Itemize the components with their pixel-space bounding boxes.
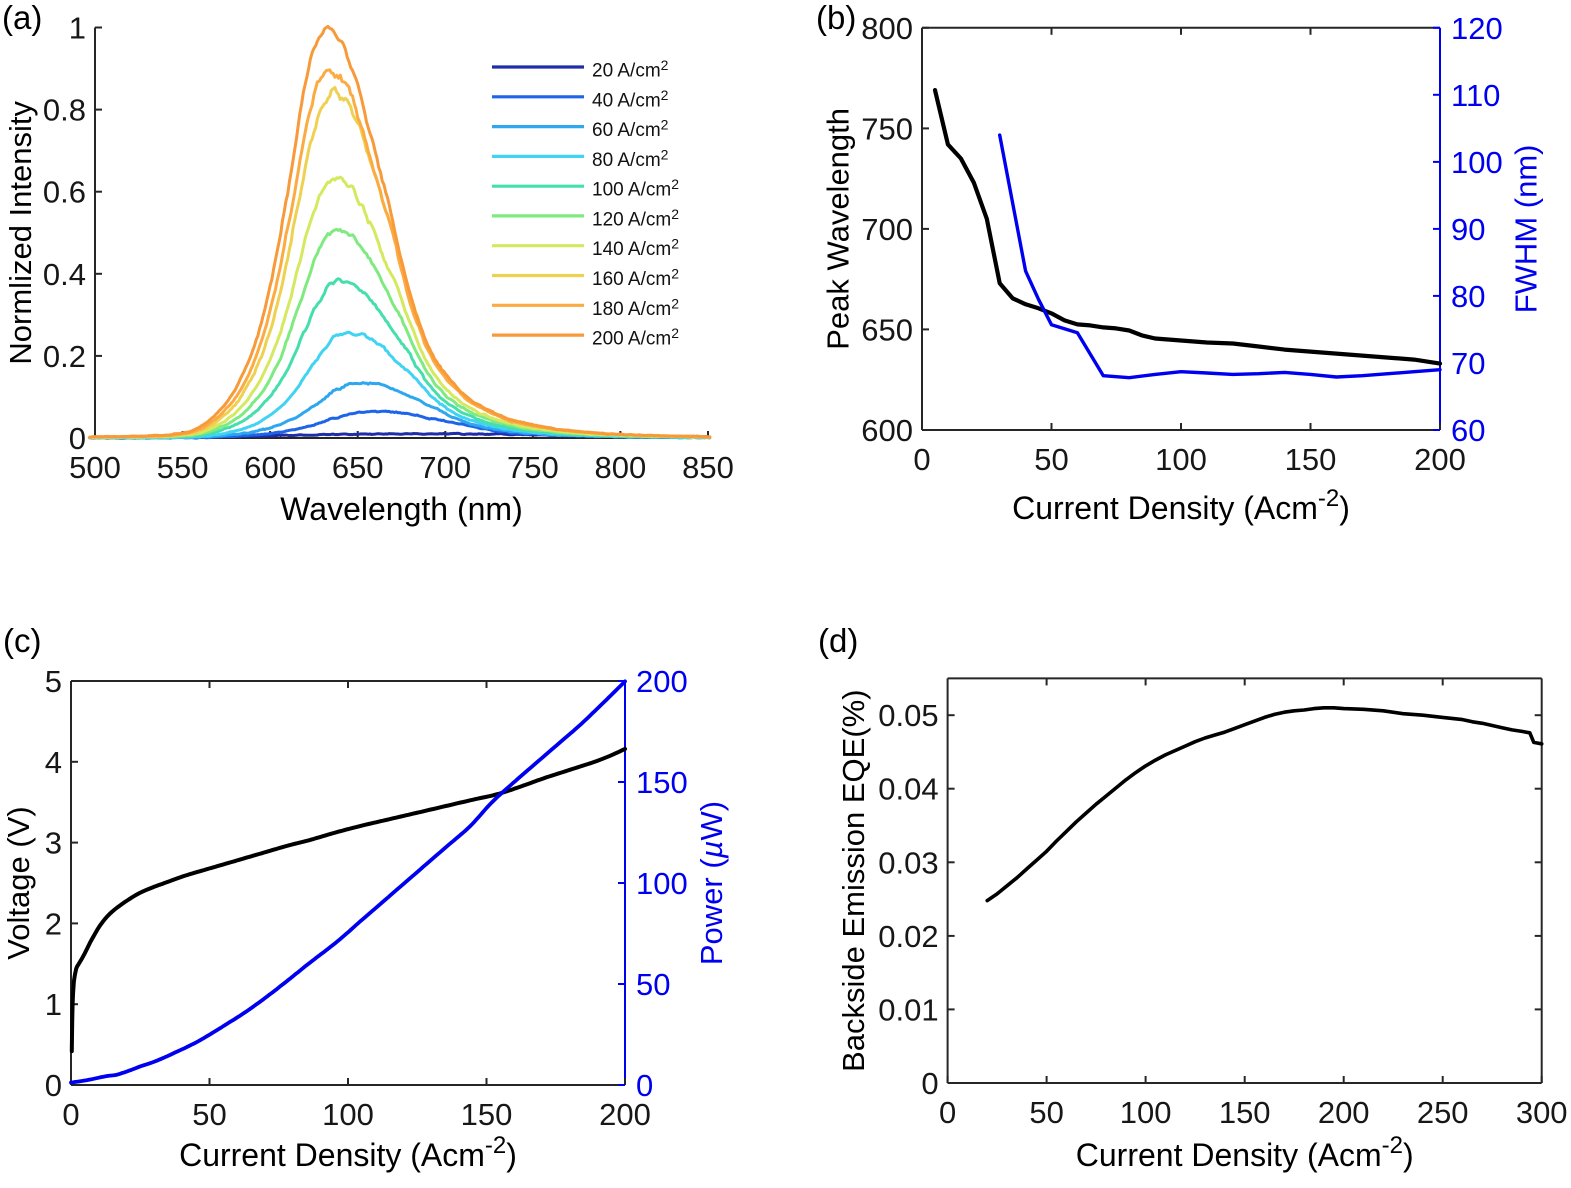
svg-text:150: 150 — [1285, 442, 1337, 477]
svg-text:0: 0 — [939, 1095, 956, 1130]
svg-text:750: 750 — [861, 111, 913, 146]
svg-text:100: 100 — [1120, 1095, 1172, 1130]
svg-text:200: 200 — [599, 1097, 651, 1132]
svg-text:100: 100 — [1155, 442, 1207, 477]
svg-text:Current Density (Acm-2): Current Density (Acm-2) — [1076, 1132, 1414, 1173]
svg-text:1: 1 — [45, 987, 62, 1022]
svg-text:300: 300 — [1516, 1095, 1568, 1130]
svg-text:750: 750 — [507, 450, 559, 485]
svg-text:0.2: 0.2 — [43, 339, 86, 374]
svg-text:850: 850 — [682, 450, 734, 485]
svg-text:Current Density (Acm-2): Current Density (Acm-2) — [179, 1132, 517, 1173]
svg-text:FWHM (nm): FWHM (nm) — [1509, 145, 1544, 314]
svg-text:50: 50 — [1029, 1095, 1063, 1130]
svg-text:0.8: 0.8 — [43, 93, 86, 128]
svg-text:600: 600 — [861, 413, 913, 448]
svg-text:200 A/cm2: 200 A/cm2 — [592, 325, 679, 350]
svg-text:Normlized Intensity: Normlized Intensity — [3, 101, 38, 365]
svg-text:120: 120 — [1451, 11, 1503, 46]
svg-text:120 A/cm2: 120 A/cm2 — [592, 206, 679, 231]
svg-text:700: 700 — [861, 212, 913, 247]
svg-text:550: 550 — [157, 450, 209, 485]
svg-text:100: 100 — [322, 1097, 374, 1132]
svg-text:800: 800 — [595, 450, 647, 485]
svg-text:(c): (c) — [3, 622, 41, 659]
svg-text:40 A/cm2: 40 A/cm2 — [592, 87, 669, 112]
svg-text:0: 0 — [636, 1068, 653, 1103]
svg-text:650: 650 — [861, 312, 913, 347]
svg-text:100 A/cm2: 100 A/cm2 — [592, 176, 679, 201]
svg-text:Power (µW): Power (µW) — [694, 801, 729, 965]
svg-text:700: 700 — [419, 450, 471, 485]
svg-text:0: 0 — [62, 1097, 79, 1132]
svg-text:0.03: 0.03 — [878, 845, 938, 880]
svg-text:0.6: 0.6 — [43, 175, 86, 210]
svg-text:2: 2 — [45, 906, 62, 941]
svg-text:Wavelength (nm): Wavelength (nm) — [280, 491, 522, 527]
svg-text:100: 100 — [636, 866, 688, 901]
svg-text:1: 1 — [69, 11, 86, 46]
svg-text:0.01: 0.01 — [878, 992, 938, 1027]
svg-text:Peak Wavelength: Peak Wavelength — [821, 108, 856, 350]
svg-text:150: 150 — [461, 1097, 513, 1132]
svg-text:50: 50 — [1034, 442, 1068, 477]
svg-text:0: 0 — [69, 421, 86, 456]
svg-text:0: 0 — [913, 442, 930, 477]
svg-text:60 A/cm2: 60 A/cm2 — [592, 117, 669, 142]
svg-text:Current Density (Acm-2): Current Density (Acm-2) — [1012, 485, 1350, 526]
svg-text:(d): (d) — [818, 622, 858, 659]
svg-text:(a): (a) — [2, 0, 42, 36]
svg-text:(b): (b) — [816, 0, 856, 36]
svg-text:0.04: 0.04 — [878, 772, 938, 807]
svg-text:200: 200 — [636, 664, 688, 699]
svg-text:100: 100 — [1451, 145, 1503, 180]
svg-text:80 A/cm2: 80 A/cm2 — [592, 146, 669, 171]
svg-text:200: 200 — [1414, 442, 1466, 477]
svg-text:50: 50 — [636, 967, 670, 1002]
svg-text:650: 650 — [332, 450, 384, 485]
svg-text:50: 50 — [192, 1097, 226, 1132]
svg-text:70: 70 — [1451, 346, 1485, 381]
svg-text:20 A/cm2: 20 A/cm2 — [592, 57, 669, 82]
svg-text:0.02: 0.02 — [878, 919, 938, 954]
svg-text:0: 0 — [921, 1066, 938, 1101]
svg-text:500: 500 — [69, 450, 121, 485]
svg-text:4: 4 — [45, 745, 62, 780]
svg-text:0.4: 0.4 — [43, 257, 86, 292]
svg-text:110: 110 — [1451, 78, 1500, 113]
svg-text:800: 800 — [861, 11, 913, 46]
svg-text:160 A/cm2: 160 A/cm2 — [592, 266, 679, 291]
svg-text:0: 0 — [45, 1068, 62, 1103]
svg-text:140 A/cm2: 140 A/cm2 — [592, 236, 679, 261]
svg-text:200: 200 — [1318, 1095, 1370, 1130]
svg-text:80: 80 — [1451, 279, 1485, 314]
svg-text:3: 3 — [45, 826, 62, 861]
svg-text:180 A/cm2: 180 A/cm2 — [592, 295, 679, 320]
svg-text:150: 150 — [636, 765, 688, 800]
svg-text:5: 5 — [45, 664, 62, 699]
svg-text:60: 60 — [1451, 413, 1485, 448]
svg-text:90: 90 — [1451, 212, 1485, 247]
svg-text:600: 600 — [244, 450, 296, 485]
svg-text:Voltage (V): Voltage (V) — [1, 806, 36, 959]
svg-text:250: 250 — [1417, 1095, 1469, 1130]
svg-text:0.05: 0.05 — [878, 698, 938, 733]
svg-text:150: 150 — [1219, 1095, 1271, 1130]
svg-text:Backside Emission EQE(%): Backside Emission EQE(%) — [836, 689, 871, 1071]
